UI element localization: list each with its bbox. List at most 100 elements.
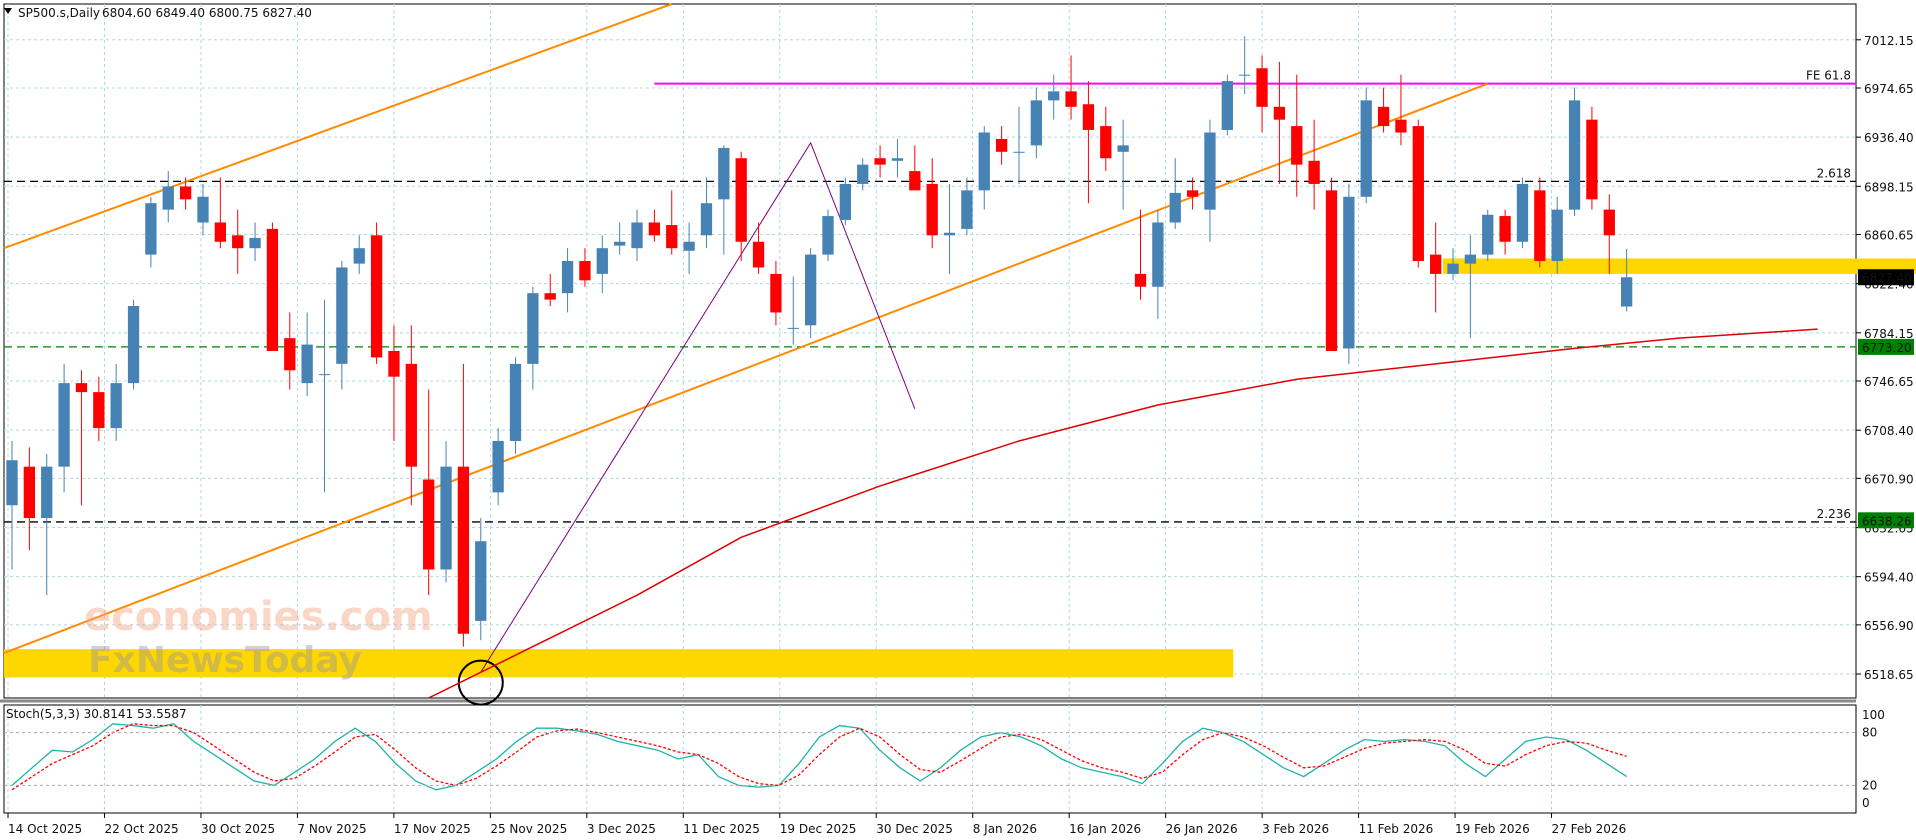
candle bbox=[926, 158, 938, 249]
candle bbox=[284, 312, 296, 390]
candle-body bbox=[596, 248, 608, 274]
candle-body bbox=[370, 235, 383, 358]
candle bbox=[1603, 194, 1615, 274]
stoch-panel-frame bbox=[3, 704, 1857, 814]
candle bbox=[787, 276, 799, 345]
candle-body bbox=[839, 183, 852, 220]
candle-body bbox=[544, 293, 556, 300]
candle bbox=[492, 428, 504, 506]
x-tick-label: 3 Feb 2026 bbox=[1262, 822, 1329, 836]
candle-body bbox=[857, 164, 869, 184]
candle-body bbox=[579, 261, 591, 281]
candle-body bbox=[891, 158, 904, 161]
x-tick-label: 30 Oct 2025 bbox=[201, 822, 275, 836]
candle bbox=[1377, 87, 1390, 133]
price-mark-label: 6827.40 bbox=[1862, 271, 1912, 285]
candle bbox=[1169, 158, 1181, 229]
channel-upper-line bbox=[3, 3, 673, 250]
chart-menu-icon[interactable] bbox=[4, 8, 12, 14]
candle-body bbox=[1273, 106, 1286, 120]
level-label: 2.236 bbox=[1817, 507, 1851, 521]
candle-body bbox=[1482, 214, 1494, 255]
candle bbox=[23, 447, 36, 551]
candle-body bbox=[58, 383, 70, 467]
candle bbox=[1221, 74, 1233, 136]
candle bbox=[891, 138, 904, 178]
candle bbox=[666, 190, 678, 255]
candle bbox=[423, 389, 435, 596]
candle bbox=[1204, 119, 1216, 242]
candle bbox=[1117, 119, 1129, 210]
y-tick-label: 6746.65 bbox=[1864, 375, 1914, 389]
price-mark: 6638.26 bbox=[1858, 512, 1914, 529]
candle bbox=[1100, 106, 1112, 172]
candle bbox=[596, 235, 608, 294]
candle-body bbox=[179, 186, 192, 200]
candle bbox=[544, 273, 556, 307]
candle-body bbox=[1412, 126, 1424, 262]
candle-body bbox=[93, 392, 105, 429]
candle-body bbox=[388, 351, 400, 377]
candle bbox=[41, 453, 53, 596]
candle bbox=[1586, 106, 1598, 210]
x-tick-label: 22 Oct 2025 bbox=[104, 822, 178, 836]
candle bbox=[1360, 87, 1372, 204]
candle bbox=[683, 222, 695, 274]
main-panel-frame bbox=[3, 3, 1857, 699]
candle-body bbox=[614, 241, 626, 246]
candle-body bbox=[1065, 91, 1077, 107]
candle-body bbox=[41, 466, 53, 519]
candle-body bbox=[527, 293, 539, 364]
candle bbox=[995, 126, 1008, 165]
candle bbox=[336, 261, 348, 390]
price-mark: 6773.20 bbox=[1858, 338, 1914, 355]
candle bbox=[145, 196, 157, 268]
watermark-line1: economies.com bbox=[84, 594, 433, 640]
candle bbox=[405, 325, 417, 506]
candle bbox=[1030, 87, 1042, 159]
candle-body bbox=[631, 222, 643, 249]
candle bbox=[1308, 119, 1320, 210]
candle-body bbox=[336, 267, 348, 364]
candle-body bbox=[440, 466, 452, 570]
level-label: 2.618 bbox=[1817, 166, 1851, 180]
x-tick-label: 11 Dec 2025 bbox=[683, 822, 760, 836]
candle bbox=[179, 177, 192, 210]
candle bbox=[1447, 248, 1459, 281]
candle bbox=[1412, 119, 1424, 268]
stoch-main-line bbox=[11, 723, 1627, 791]
candle bbox=[527, 286, 539, 390]
candle bbox=[631, 209, 643, 262]
candle bbox=[1620, 248, 1633, 312]
candle bbox=[1551, 196, 1563, 274]
candle-body bbox=[457, 466, 470, 634]
candle bbox=[614, 222, 626, 255]
candle bbox=[1395, 74, 1407, 146]
y-tick-label: 6708.40 bbox=[1864, 424, 1914, 438]
candle bbox=[700, 177, 713, 249]
candle-body bbox=[1447, 263, 1459, 274]
y-tick-label: 6898.15 bbox=[1864, 180, 1914, 194]
candle-body bbox=[770, 273, 782, 313]
candle-body bbox=[1534, 190, 1546, 262]
candle-body bbox=[509, 363, 522, 441]
candle-body bbox=[874, 158, 886, 165]
candle bbox=[1048, 74, 1060, 120]
candle bbox=[1239, 36, 1251, 94]
candle-body bbox=[943, 232, 956, 236]
candle-body bbox=[804, 254, 817, 326]
candle-body bbox=[1221, 81, 1233, 130]
stoch-level-label: 100 bbox=[1862, 708, 1885, 722]
stoch-level-label: 20 bbox=[1862, 778, 1877, 792]
ohlc-readout: 6804.60 6849.40 6800.75 6827.40 bbox=[102, 6, 312, 20]
candle bbox=[110, 363, 122, 441]
support-zone-low bbox=[4, 649, 1234, 678]
candle bbox=[579, 248, 591, 287]
candle bbox=[770, 261, 782, 326]
x-tick-label: 19 Dec 2025 bbox=[780, 822, 857, 836]
y-tick-label: 6670.90 bbox=[1864, 472, 1914, 486]
y-tick-label: 6518.65 bbox=[1864, 668, 1914, 682]
horizontal-levels: 2.618 2.236 FE 61.8 bbox=[4, 69, 1856, 523]
candle-body bbox=[110, 383, 122, 429]
